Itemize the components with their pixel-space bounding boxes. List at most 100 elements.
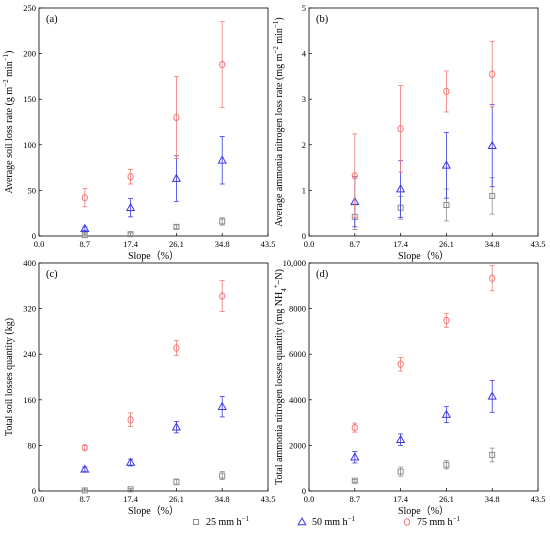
data-point bbox=[81, 232, 88, 239]
legend-label: 25 mm h−1 bbox=[206, 515, 250, 528]
y-axis-title-sup: + bbox=[272, 284, 280, 288]
x-tick-label: 0.0 bbox=[34, 494, 45, 504]
plot-frame bbox=[38, 262, 269, 492]
x-tick-label: 26.1 bbox=[439, 494, 454, 504]
series-3 bbox=[351, 265, 496, 433]
y-tick-label: 1 bbox=[302, 185, 306, 195]
chart-panel-2: 0.0 8.7 17.4 26.1 34.8 43.5 0 1 2 3 4 5 Slope（%） Aver… bbox=[272, 3, 545, 262]
data-point bbox=[350, 452, 360, 461]
panel-label: (a) bbox=[46, 14, 58, 25]
legend: 25 mm h−1 50 mm h−1 75 mm h−1 bbox=[193, 515, 461, 528]
y-axis-title-sup: −1 bbox=[2, 53, 10, 61]
legend-label-sup: −1 bbox=[348, 515, 356, 523]
y-axis-title: Average ammonia nitrogen loss rate (mg m… bbox=[272, 17, 285, 226]
y-axis-title-text: Average soil loss rate (g m bbox=[4, 87, 15, 194]
data-point bbox=[395, 184, 406, 193]
y-axis-title-sub: 4 bbox=[280, 288, 288, 292]
data-point bbox=[219, 218, 226, 225]
series-1 bbox=[81, 471, 226, 494]
y-tick-label: 0 bbox=[302, 486, 306, 496]
data-point bbox=[487, 140, 497, 150]
y-tick-label: 250 bbox=[23, 3, 36, 13]
x-tick-label: 17.4 bbox=[123, 239, 139, 249]
data-point bbox=[173, 113, 180, 122]
x-axis-title: Slope（%） bbox=[398, 505, 449, 517]
y-tick-label: 150 bbox=[23, 94, 36, 104]
legend-label: 50 mm h−1 bbox=[312, 515, 356, 528]
y-tick-label: 5 bbox=[302, 3, 306, 13]
legend-label-text: 50 mm h bbox=[312, 517, 348, 528]
data-point bbox=[397, 360, 404, 368]
data-point bbox=[171, 422, 182, 431]
data-point bbox=[489, 70, 496, 78]
y-axis-title: Average soil loss rate (g m−2 min−1) bbox=[2, 50, 15, 193]
data-point bbox=[443, 316, 450, 325]
legend-marker bbox=[193, 519, 199, 525]
x-tick-label: 8.7 bbox=[349, 494, 360, 504]
x-tick-label: 17.4 bbox=[393, 494, 409, 504]
data-point bbox=[443, 87, 450, 96]
chart-panel-4: 0.0 8.7 17.4 26.1 34.8 43.5 0 2000 4000 6000 8000 1… bbox=[272, 258, 545, 517]
legend-label-sup: −1 bbox=[453, 515, 461, 523]
y-axis-title-text: ) bbox=[274, 17, 285, 20]
data-point bbox=[173, 344, 180, 352]
data-point bbox=[443, 201, 450, 208]
y-axis-title-sup: −2 bbox=[272, 46, 280, 54]
y-tick-label: 320 bbox=[23, 304, 36, 314]
data-point bbox=[80, 223, 90, 233]
plot-frame bbox=[308, 7, 539, 237]
data-point bbox=[217, 401, 227, 410]
data-point bbox=[173, 223, 180, 230]
y-tick-label: 100 bbox=[23, 140, 36, 150]
x-tick-label: 0.0 bbox=[34, 239, 45, 249]
legend-marker bbox=[403, 518, 411, 526]
y-tick-label: 0 bbox=[302, 231, 306, 241]
y-tick-label: 2000 bbox=[289, 440, 306, 450]
y-tick-label: 240 bbox=[23, 349, 36, 359]
y-tick-label: 2 bbox=[302, 140, 306, 150]
data-point bbox=[127, 416, 134, 424]
data-point bbox=[219, 292, 226, 300]
y-tick-label: 0 bbox=[32, 231, 36, 241]
y-tick-label: 4 bbox=[302, 49, 307, 59]
data-point bbox=[127, 486, 134, 493]
x-tick-label: 34.8 bbox=[485, 494, 500, 504]
x-axis-title: Slope（%） bbox=[128, 505, 179, 517]
y-axis-title-text: −N) bbox=[274, 269, 285, 285]
x-tick-label: 8.7 bbox=[349, 239, 360, 249]
data-point bbox=[351, 477, 358, 484]
data-point bbox=[81, 193, 88, 202]
y-tick-label: 8000 bbox=[289, 304, 306, 314]
data-point bbox=[397, 468, 404, 475]
data-point bbox=[489, 274, 496, 282]
x-tick-label: 26.1 bbox=[169, 494, 184, 504]
series-2 bbox=[350, 104, 497, 228]
data-point bbox=[219, 60, 226, 69]
data-point bbox=[489, 451, 496, 458]
x-tick-label: 43.5 bbox=[531, 494, 546, 504]
series-2 bbox=[350, 380, 497, 464]
x-tick-label: 26.1 bbox=[439, 239, 454, 249]
x-tick-label: 0.0 bbox=[304, 239, 315, 249]
x-axis-title: Slope（%） bbox=[128, 250, 179, 262]
data-point bbox=[173, 478, 180, 485]
legend-marker bbox=[297, 516, 307, 526]
data-point bbox=[489, 192, 496, 199]
y-axis-title-text: ) bbox=[4, 50, 15, 53]
data-point bbox=[351, 172, 358, 180]
x-tick-label: 34.8 bbox=[215, 494, 230, 504]
data-point bbox=[487, 391, 497, 400]
data-point bbox=[441, 160, 452, 169]
series-3 bbox=[351, 40, 496, 219]
y-tick-label: 10,000 bbox=[283, 258, 306, 268]
x-tick-label: 8.7 bbox=[79, 494, 90, 504]
x-tick-label: 34.8 bbox=[485, 239, 500, 249]
y-axis-title: Total ammonia nitrogen losses quantity (… bbox=[272, 269, 288, 485]
legend-label: 75 mm h−1 bbox=[417, 515, 461, 528]
y-axis-title-text: Average ammonia nitrogen loss rate (mg m bbox=[274, 53, 285, 226]
panel-label: (b) bbox=[316, 14, 329, 25]
series-2 bbox=[80, 136, 227, 233]
x-tick-label: 43.5 bbox=[531, 239, 546, 249]
x-tick-label: 0.0 bbox=[304, 494, 315, 504]
